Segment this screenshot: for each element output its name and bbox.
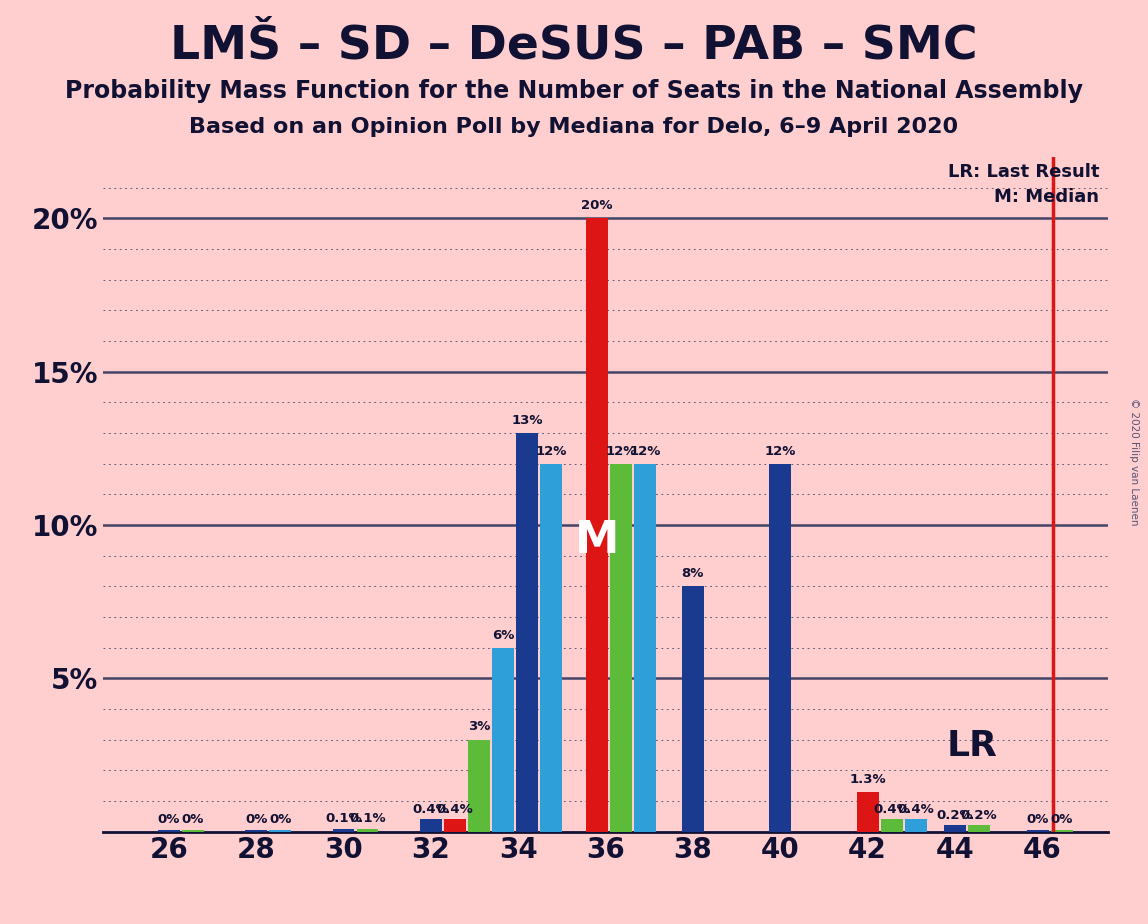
Bar — [333, 829, 355, 832]
Bar — [856, 792, 878, 832]
Bar — [585, 218, 607, 832]
Text: 6%: 6% — [491, 628, 514, 641]
Bar — [420, 820, 442, 832]
Text: 12%: 12% — [535, 444, 567, 457]
Bar — [944, 825, 965, 832]
Text: 0%: 0% — [1026, 813, 1049, 826]
Bar — [492, 648, 514, 832]
Text: 0%: 0% — [245, 813, 267, 826]
Bar — [270, 830, 292, 832]
Text: 0.1%: 0.1% — [325, 812, 362, 825]
Text: 0.4%: 0.4% — [436, 803, 473, 816]
Text: 12%: 12% — [765, 444, 796, 457]
Text: 0.1%: 0.1% — [349, 812, 386, 825]
Bar — [158, 830, 180, 832]
Text: 0%: 0% — [181, 813, 204, 826]
Text: 1.3%: 1.3% — [850, 772, 886, 785]
Text: LR: LR — [946, 729, 998, 762]
Bar — [357, 829, 379, 832]
Bar — [682, 587, 704, 832]
Text: 0.4%: 0.4% — [412, 803, 449, 816]
Text: 0.4%: 0.4% — [898, 803, 934, 816]
Bar — [246, 830, 267, 832]
Text: 0.2%: 0.2% — [937, 808, 974, 821]
Bar — [1052, 830, 1073, 832]
Text: 0.2%: 0.2% — [961, 808, 998, 821]
Bar — [881, 820, 902, 832]
Text: 0%: 0% — [157, 813, 180, 826]
Bar — [610, 464, 631, 832]
Bar — [468, 739, 490, 832]
Text: 0.4%: 0.4% — [874, 803, 910, 816]
Text: 3%: 3% — [467, 721, 490, 734]
Bar — [769, 464, 791, 832]
Bar — [905, 820, 926, 832]
Text: M: M — [575, 519, 619, 562]
Text: M: Median: M: Median — [994, 188, 1099, 206]
Bar — [634, 464, 656, 832]
Text: Based on an Opinion Poll by Mediana for Delo, 6–9 April 2020: Based on an Opinion Poll by Mediana for … — [189, 117, 959, 138]
Bar — [517, 433, 538, 832]
Text: 8%: 8% — [682, 567, 704, 580]
Text: LMŠ – SD – DeSUS – PAB – SMC: LMŠ – SD – DeSUS – PAB – SMC — [170, 23, 978, 68]
Text: 12%: 12% — [605, 444, 636, 457]
Bar — [1027, 830, 1049, 832]
Text: © 2020 Filip van Laenen: © 2020 Filip van Laenen — [1130, 398, 1139, 526]
Text: 20%: 20% — [581, 200, 613, 213]
Text: 0%: 0% — [1050, 813, 1073, 826]
Text: Probability Mass Function for the Number of Seats in the National Assembly: Probability Mass Function for the Number… — [65, 79, 1083, 103]
Bar — [181, 830, 203, 832]
Bar — [540, 464, 561, 832]
Text: 13%: 13% — [511, 414, 543, 427]
Text: LR: Last Result: LR: Last Result — [947, 164, 1099, 181]
Bar — [444, 820, 466, 832]
Text: 0%: 0% — [269, 813, 292, 826]
Text: 12%: 12% — [629, 444, 660, 457]
Bar — [968, 825, 990, 832]
